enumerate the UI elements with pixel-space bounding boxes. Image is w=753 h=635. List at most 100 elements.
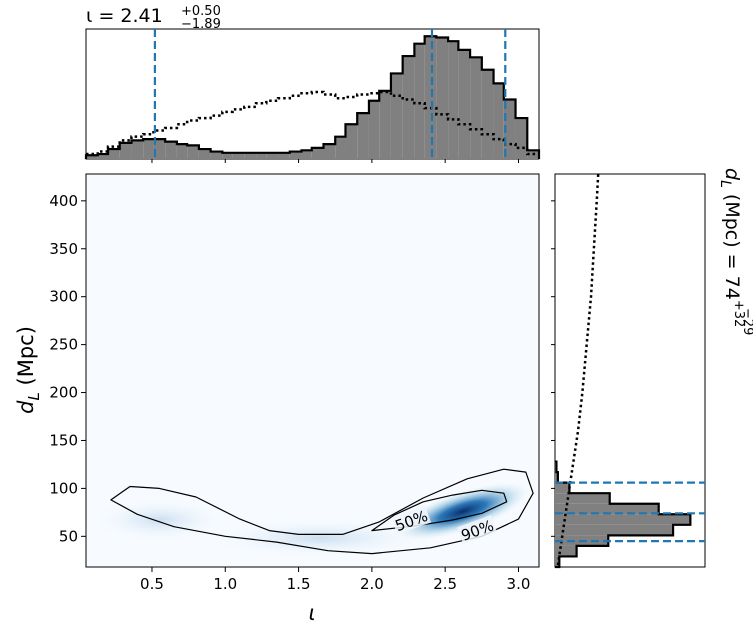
x-tick-label: 1.5 xyxy=(287,575,311,593)
top-hist-bar xyxy=(256,152,267,159)
top-marginal-prior-line xyxy=(86,90,539,156)
density-peak-blob xyxy=(395,482,530,541)
x-tick-label: 2.0 xyxy=(360,575,384,593)
top-hist-bar xyxy=(515,118,528,159)
top-hist-bar xyxy=(436,37,449,160)
top-hist-bar xyxy=(379,90,391,159)
right-marginal-panel: dL (Mpc) = 74+32 −29 xyxy=(551,168,753,569)
top-hist-bar xyxy=(107,149,120,159)
top-marginal-histogram xyxy=(84,35,541,160)
top-title-sup: +0.50 xyxy=(181,4,221,19)
contour-50pct xyxy=(371,489,508,532)
top-hist-bar xyxy=(458,49,471,159)
top-hist-bar xyxy=(244,152,257,159)
right-hist-bar xyxy=(555,503,659,515)
top-hist-bar xyxy=(368,100,380,159)
right-hist-bar xyxy=(555,545,577,557)
right-marginal-prior-line xyxy=(556,173,600,566)
top-marginal-title: ι = 2.41 xyxy=(86,5,163,27)
top-hist-bar xyxy=(414,43,425,159)
top-hist-bar xyxy=(210,151,223,159)
x-tick-label: 3.0 xyxy=(507,575,531,593)
top-hist-bar xyxy=(86,155,98,159)
contour-labels: 50% 90% xyxy=(391,505,498,545)
top-hist-bar xyxy=(345,124,358,159)
top-hist-bar xyxy=(222,152,233,159)
right-hist-bar xyxy=(555,482,570,494)
top-hist-bar xyxy=(311,147,324,159)
top-hist-bar xyxy=(323,144,336,159)
top-hist-bar xyxy=(424,36,437,159)
y-tick-label: 400 xyxy=(49,192,78,210)
x-tick-label: 0.5 xyxy=(140,575,164,593)
y-axis-label-main: d xyxy=(14,400,38,414)
y-axis-label-tail: (Mpc) xyxy=(14,326,38,392)
top-hist-bar xyxy=(390,73,403,159)
y-tick-label: 300 xyxy=(49,288,78,306)
x-tick-label: 2.5 xyxy=(433,575,457,593)
top-hist-bar xyxy=(335,136,346,159)
top-hist-bar xyxy=(301,150,312,159)
right-hist-bar xyxy=(555,472,558,483)
right-hist-bar xyxy=(555,524,674,536)
top-hist-bar xyxy=(493,83,504,159)
joint-panel: 50% 90% 0.5 1.0 1.5 2.0 2.5 3.0 50 100 150 200 250… xyxy=(14,173,540,625)
top-hist-bar xyxy=(143,139,154,159)
top-hist-bar xyxy=(357,113,369,159)
right-marginal-ticks xyxy=(551,200,555,537)
y-axis-label: dL (Mpc) xyxy=(14,326,43,414)
right-marginal-title: dL (Mpc) = 74+32 xyxy=(717,168,746,327)
y-tick-label: 350 xyxy=(49,240,78,258)
top-hist-bar xyxy=(278,152,290,159)
right-marginal-quantiles xyxy=(555,481,705,543)
x-axis-label: ι xyxy=(308,601,315,625)
top-hist-outline xyxy=(84,35,541,159)
top-hist-bar xyxy=(165,141,177,159)
right-title-mid: (Mpc) = 74 xyxy=(721,188,743,300)
top-hist-bar xyxy=(131,140,144,159)
top-marginal-ticks xyxy=(151,159,519,163)
y-tick-label: 100 xyxy=(49,479,78,497)
top-title-sub: −1.89 xyxy=(181,17,221,32)
top-hist-bar xyxy=(232,152,245,159)
joint-x-ticks: 0.5 1.0 1.5 2.0 2.5 3.0 xyxy=(140,567,530,593)
top-hist-bar xyxy=(176,144,188,159)
contour-label-bg xyxy=(391,505,432,535)
density-blob-middle xyxy=(200,518,440,558)
top-hist-bar xyxy=(97,154,108,159)
contour-label-bg xyxy=(457,515,498,545)
top-title-main: ι = 2.41 xyxy=(86,5,163,27)
top-hist-bar xyxy=(503,99,516,159)
right-title-sup: +32 xyxy=(731,300,746,327)
right-title-main: d xyxy=(721,168,743,181)
top-hist-bar xyxy=(119,142,132,159)
top-hist-bar xyxy=(153,139,166,159)
joint-frame xyxy=(85,173,540,568)
top-marginal-panel: ι = 2.41 +0.50 −1.89 xyxy=(84,4,541,163)
right-hist-bar xyxy=(555,514,691,525)
top-hist-bar xyxy=(402,56,415,159)
right-hist-bar xyxy=(555,493,610,504)
contour-lines xyxy=(110,468,534,555)
top-marginal-quantiles xyxy=(153,29,507,159)
right-hist-outline xyxy=(555,460,692,569)
top-hist-bar xyxy=(289,151,302,159)
x-tick-label: 1.0 xyxy=(213,575,237,593)
y-tick-label: 250 xyxy=(49,336,78,354)
top-hist-bar xyxy=(470,57,482,159)
contour-90pct xyxy=(110,468,534,555)
top-hist-bar xyxy=(187,145,199,159)
y-tick-label: 50 xyxy=(59,527,78,545)
right-title-sub-L: L xyxy=(717,180,733,188)
y-tick-label: 150 xyxy=(49,431,78,449)
y-axis-label-sub: L xyxy=(25,392,43,400)
y-tick-label: 200 xyxy=(49,384,78,402)
right-hist-bar xyxy=(555,556,560,567)
top-hist-bar xyxy=(481,69,494,159)
right-title-sub: −29 xyxy=(740,308,753,335)
top-hist-bar xyxy=(198,149,211,159)
top-hist-bar xyxy=(448,41,459,160)
joint-y-ticks: 50 100 150 200 250 300 350 400 xyxy=(49,192,86,545)
top-hist-bar xyxy=(266,152,279,159)
